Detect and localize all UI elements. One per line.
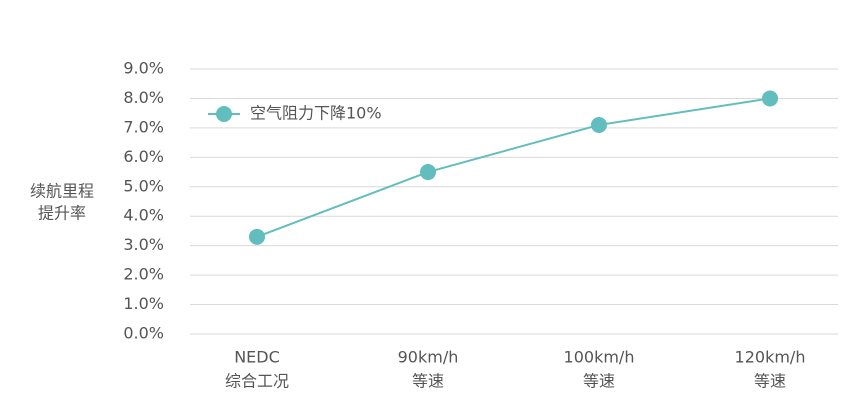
x-tick-label: 等速 — [583, 372, 615, 391]
y-tick-label: 6.0% — [123, 147, 164, 166]
y-tick-label: 7.0% — [123, 117, 164, 136]
x-tick-label: NEDC — [234, 348, 280, 367]
x-tick-label: 100km/h — [564, 348, 635, 367]
y-tick-label: 4.0% — [123, 206, 164, 225]
legend-label: 空气阻力下降10% — [250, 104, 382, 123]
data-point — [420, 164, 436, 181]
y-tick-label: 8.0% — [123, 88, 164, 107]
x-tick-label: 120km/h — [735, 348, 806, 367]
x-tick-label: 等速 — [754, 372, 786, 391]
y-tick-label: 3.0% — [123, 235, 164, 254]
y-tick-label: 1.0% — [123, 294, 164, 313]
data-point — [249, 228, 265, 245]
data-point — [591, 116, 607, 133]
y-tick-label: 2.0% — [123, 265, 164, 284]
y-tick-label: 5.0% — [123, 176, 164, 195]
x-tick-label: 综合工况 — [225, 372, 289, 391]
y-axis-label: 提升率 — [38, 204, 86, 223]
y-tick-label: 9.0% — [123, 59, 164, 78]
y-axis-label: 续航里程 — [30, 182, 94, 201]
x-tick-label: 等速 — [412, 372, 444, 391]
legend-marker — [216, 106, 232, 122]
y-tick-label: 0.0% — [123, 324, 164, 343]
series-line — [256, 97, 771, 238]
x-tick-label: 90km/h — [398, 348, 459, 367]
data-point — [762, 90, 778, 107]
